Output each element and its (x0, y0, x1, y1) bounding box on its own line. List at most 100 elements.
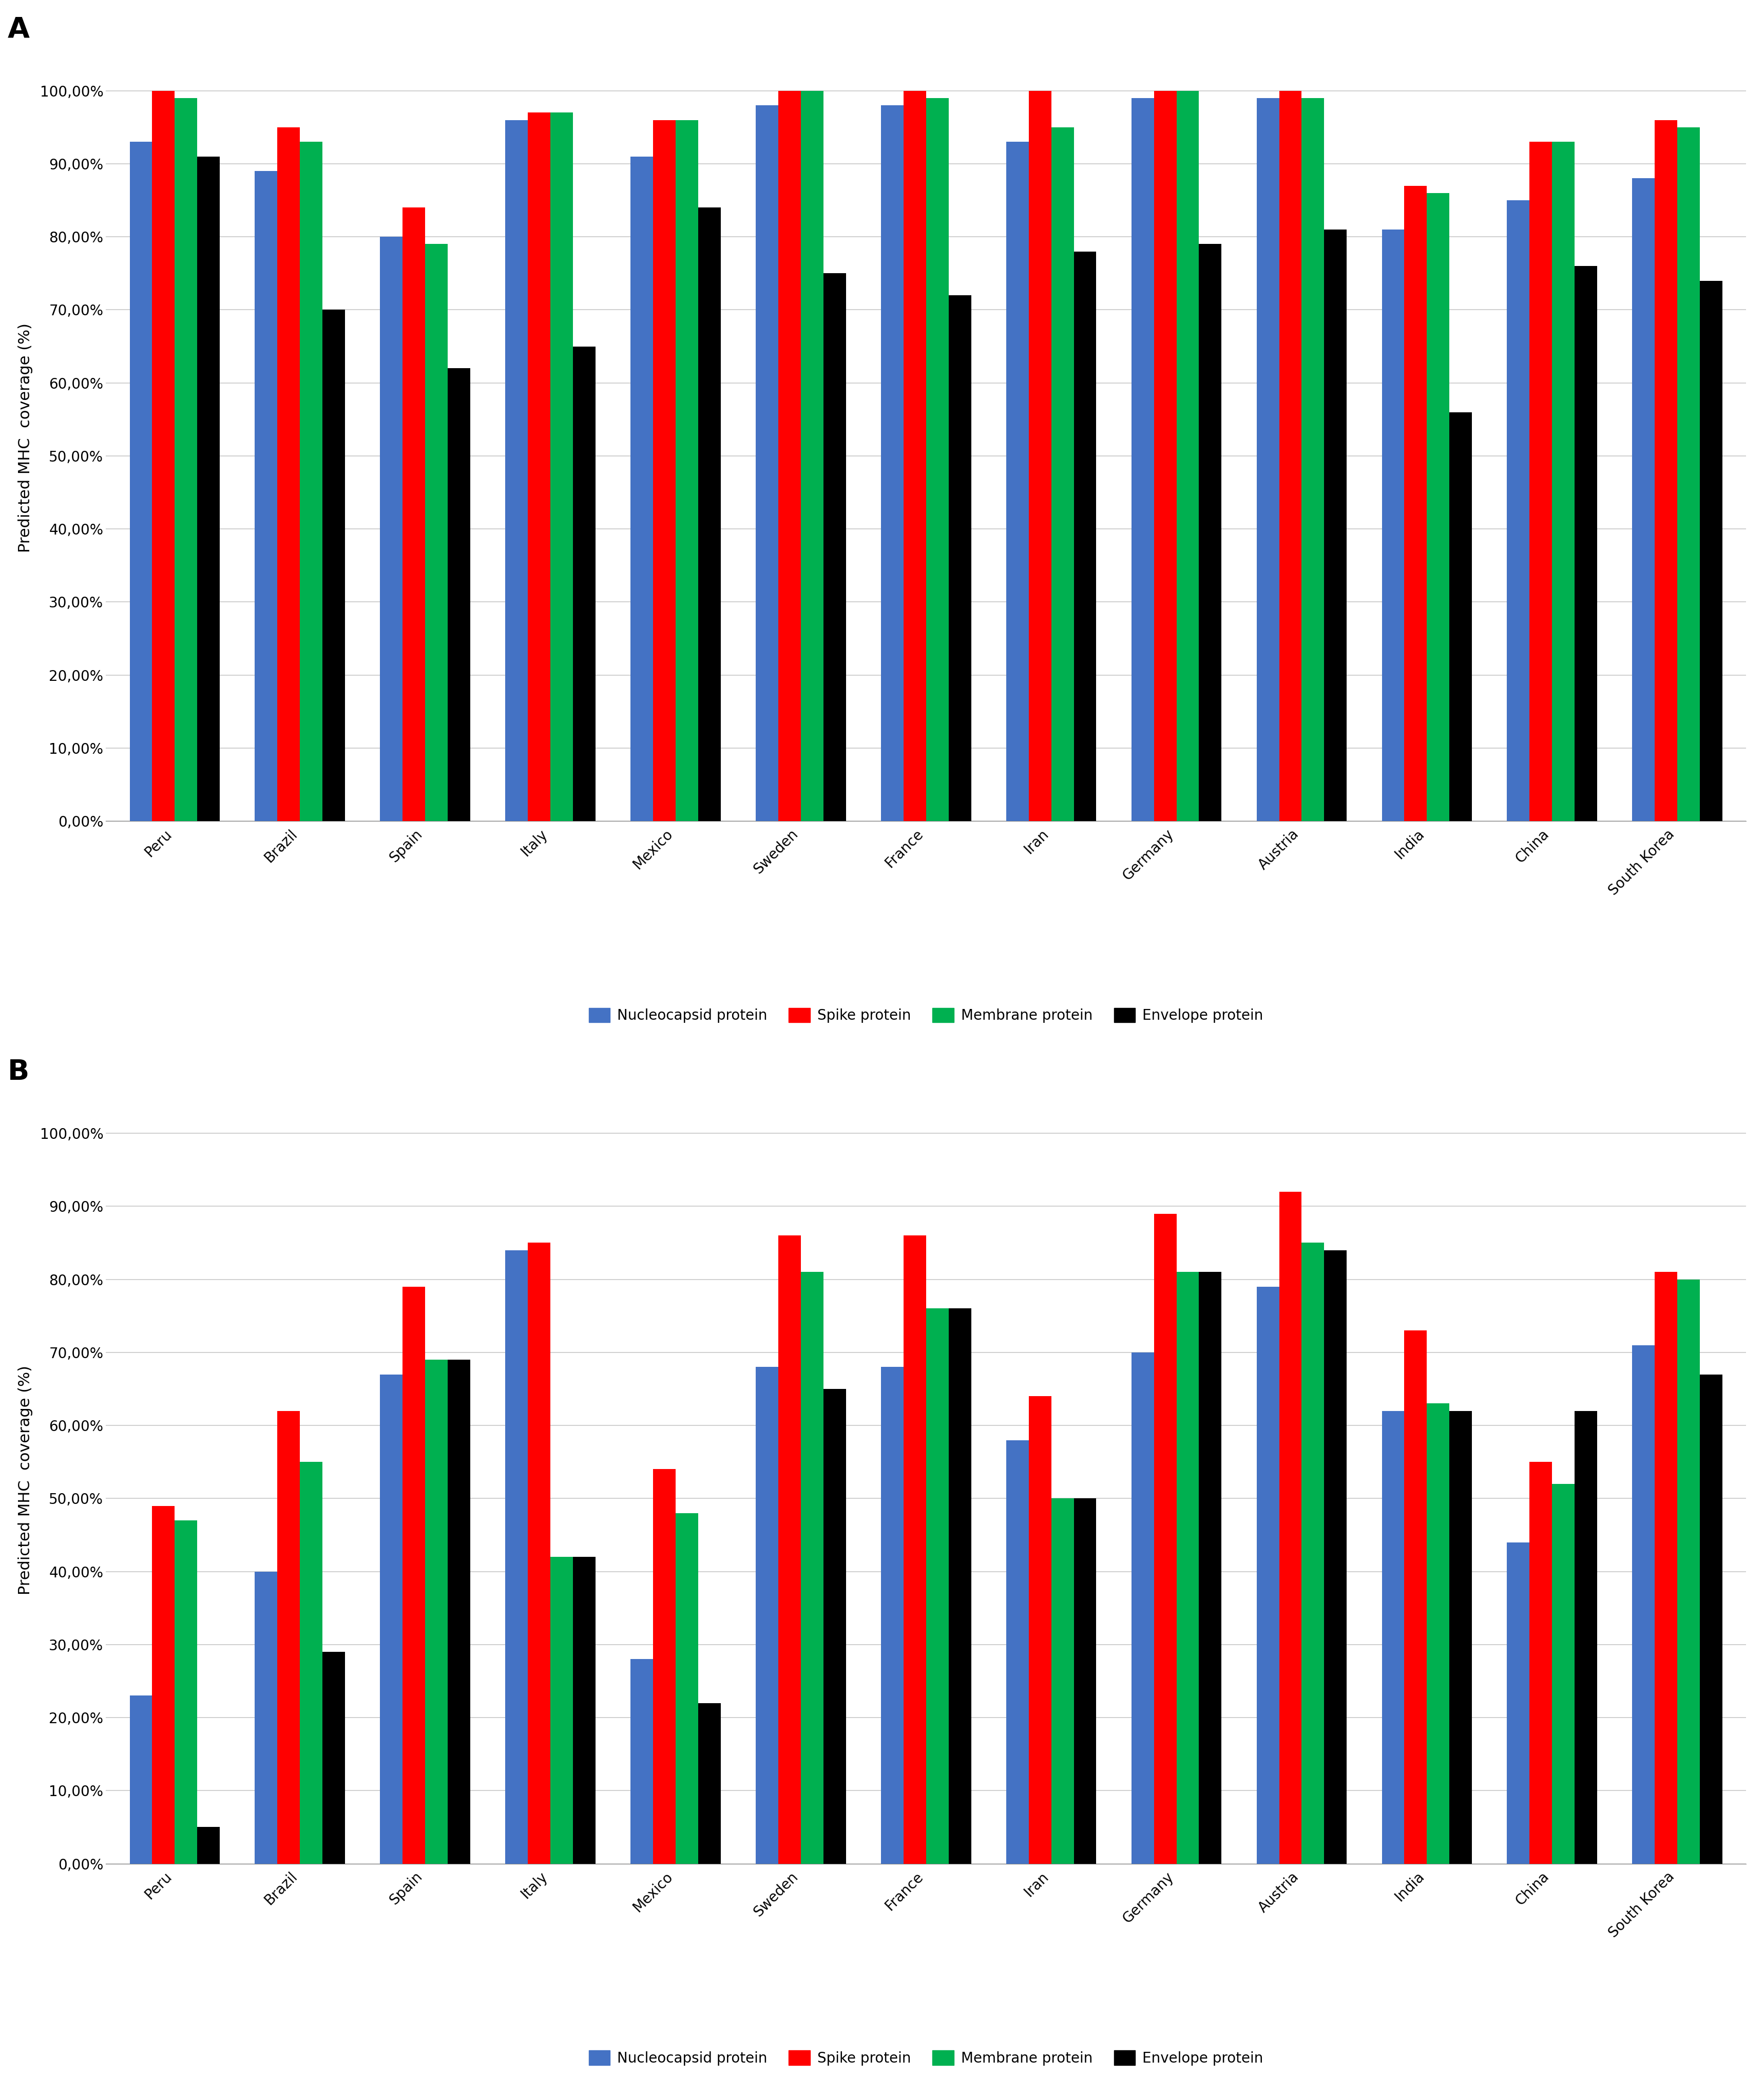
Y-axis label: Predicted MHC  coverage (%): Predicted MHC coverage (%) (18, 322, 34, 553)
Bar (527, 112, 550, 821)
Bar (1450, 411, 1471, 821)
Bar (505, 1251, 527, 1864)
Bar (1325, 1251, 1346, 1864)
Bar (152, 91, 175, 821)
Bar (676, 1513, 699, 1864)
Bar (1529, 1463, 1552, 1864)
Legend: Nucleocapsid protein, Spike protein, Membrane protein, Envelope protein: Nucleocapsid protein, Spike protein, Mem… (584, 2045, 1268, 2072)
Bar (1700, 1374, 1722, 1864)
Bar (1678, 127, 1700, 821)
Bar (300, 1463, 323, 1864)
Bar (175, 98, 198, 821)
Bar (402, 1286, 425, 1864)
Bar (1632, 179, 1655, 821)
Bar (1302, 1243, 1325, 1864)
Y-axis label: Predicted MHC  coverage (%): Predicted MHC coverage (%) (18, 1365, 34, 1596)
Bar (949, 295, 972, 821)
Bar (1028, 1396, 1051, 1864)
Bar (1529, 141, 1552, 821)
Bar (1051, 127, 1074, 821)
Bar (527, 1243, 550, 1864)
Text: B: B (7, 1058, 30, 1087)
Bar (1028, 91, 1051, 821)
Bar (755, 106, 778, 821)
Bar (778, 1236, 801, 1864)
Bar (1074, 1498, 1095, 1864)
Bar (1404, 185, 1427, 821)
Bar (277, 1411, 300, 1864)
Bar (1074, 251, 1095, 821)
Bar (1552, 141, 1575, 821)
Bar (1632, 1344, 1655, 1864)
Bar (903, 91, 926, 821)
Bar (926, 98, 949, 821)
Bar (824, 1388, 847, 1864)
Bar (425, 1359, 448, 1864)
Bar (699, 1704, 721, 1864)
Bar (323, 1652, 346, 1864)
Legend: Nucleocapsid protein, Spike protein, Membrane protein, Envelope protein: Nucleocapsid protein, Spike protein, Mem… (584, 1002, 1268, 1029)
Bar (1177, 1272, 1200, 1864)
Bar (903, 1236, 926, 1864)
Bar (152, 1507, 175, 1864)
Bar (1177, 91, 1200, 821)
Bar (1506, 1542, 1529, 1864)
Bar (1381, 229, 1404, 821)
Bar (824, 274, 847, 821)
Bar (630, 156, 653, 821)
Bar (1154, 91, 1177, 821)
Bar (1302, 98, 1325, 821)
Bar (505, 121, 527, 821)
Bar (550, 112, 573, 821)
Bar (653, 1469, 676, 1864)
Bar (254, 1571, 277, 1864)
Bar (1256, 98, 1279, 821)
Bar (175, 1521, 198, 1864)
Bar (1005, 141, 1028, 821)
Bar (254, 170, 277, 821)
Bar (1655, 1272, 1678, 1864)
Bar (630, 1658, 653, 1864)
Bar (801, 91, 824, 821)
Bar (801, 1272, 824, 1864)
Bar (550, 1556, 573, 1864)
Bar (1200, 1272, 1221, 1864)
Text: A: A (7, 17, 30, 44)
Bar (1575, 266, 1596, 821)
Bar (323, 310, 346, 821)
Bar (1427, 193, 1450, 821)
Bar (379, 1374, 402, 1864)
Bar (300, 141, 323, 821)
Bar (402, 208, 425, 821)
Bar (1279, 91, 1302, 821)
Bar (1005, 1440, 1028, 1864)
Bar (425, 243, 448, 821)
Bar (880, 106, 903, 821)
Bar (1427, 1403, 1450, 1864)
Bar (926, 1309, 949, 1864)
Bar (448, 368, 471, 821)
Bar (198, 156, 221, 821)
Bar (198, 1827, 221, 1864)
Bar (676, 121, 699, 821)
Bar (1506, 199, 1529, 821)
Bar (653, 121, 676, 821)
Bar (131, 1696, 152, 1864)
Bar (1381, 1411, 1404, 1864)
Bar (1051, 1498, 1074, 1864)
Bar (880, 1367, 903, 1864)
Bar (1131, 1353, 1154, 1864)
Bar (1450, 1411, 1471, 1864)
Bar (1131, 98, 1154, 821)
Bar (1700, 281, 1722, 821)
Bar (1256, 1286, 1279, 1864)
Bar (699, 208, 721, 821)
Bar (1325, 229, 1346, 821)
Bar (949, 1309, 972, 1864)
Bar (573, 347, 596, 821)
Bar (448, 1359, 471, 1864)
Bar (1552, 1484, 1575, 1864)
Bar (379, 237, 402, 821)
Bar (277, 127, 300, 821)
Bar (755, 1367, 778, 1864)
